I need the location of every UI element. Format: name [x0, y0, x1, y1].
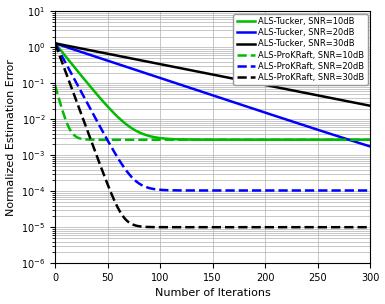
ALS-ProKRaft, SNR=10dB	[368, 138, 373, 142]
ALS-Tucker, SNR=10dB	[174, 137, 178, 141]
ALS-ProKRaft, SNR=30dB	[362, 225, 367, 229]
ALS-ProKRaft, SNR=30dB	[187, 225, 192, 229]
ALS-ProKRaft, SNR=20dB	[362, 189, 367, 192]
Line: ALS-Tucker, SNR=30dB: ALS-Tucker, SNR=30dB	[55, 43, 370, 106]
ALS-Tucker, SNR=10dB	[328, 138, 332, 142]
ALS-ProKRaft, SNR=30dB	[89, 139, 93, 142]
ALS-Tucker, SNR=30dB	[174, 65, 178, 69]
ALS-ProKRaft, SNR=10dB	[107, 138, 112, 142]
ALS-Tucker, SNR=10dB	[362, 138, 367, 142]
ALS-ProKRaft, SNR=20dB	[187, 189, 192, 192]
ALS-ProKRaft, SNR=10dB	[174, 138, 178, 142]
ALS-ProKRaft, SNR=30dB	[328, 225, 332, 229]
ALS-Tucker, SNR=20dB	[107, 60, 112, 63]
ALS-ProKRaft, SNR=10dB	[89, 138, 93, 141]
ALS-Tucker, SNR=20dB	[53, 41, 57, 45]
ALS-Tucker, SNR=20dB	[174, 81, 178, 85]
ALS-ProKRaft, SNR=20dB	[174, 188, 178, 192]
ALS-Tucker, SNR=30dB	[362, 103, 367, 106]
ALS-Tucker, SNR=10dB	[53, 41, 57, 45]
ALS-ProKRaft, SNR=10dB	[53, 83, 57, 87]
ALS-Tucker, SNR=30dB	[107, 52, 112, 56]
ALS-Tucker, SNR=30dB	[328, 96, 332, 100]
ALS-ProKRaft, SNR=30dB	[107, 188, 112, 192]
ALS-ProKRaft, SNR=30dB	[174, 225, 178, 229]
ALS-ProKRaft, SNR=10dB	[223, 138, 228, 142]
Line: ALS-ProKRaft, SNR=30dB: ALS-ProKRaft, SNR=30dB	[55, 43, 370, 227]
ALS-Tucker, SNR=20dB	[89, 54, 93, 57]
Line: ALS-Tucker, SNR=20dB: ALS-Tucker, SNR=20dB	[55, 43, 370, 147]
ALS-ProKRaft, SNR=20dB	[368, 189, 373, 192]
ALS-ProKRaft, SNR=20dB	[89, 108, 93, 112]
ALS-Tucker, SNR=10dB	[187, 138, 192, 141]
ALS-Tucker, SNR=10dB	[89, 85, 93, 89]
ALS-ProKRaft, SNR=20dB	[53, 41, 57, 45]
ALS-Tucker, SNR=20dB	[328, 132, 332, 136]
ALS-ProKRaft, SNR=10dB	[187, 138, 192, 142]
ALS-Tucker, SNR=30dB	[89, 49, 93, 52]
ALS-ProKRaft, SNR=20dB	[328, 189, 332, 192]
Legend: ALS-Tucker, SNR=10dB, ALS-Tucker, SNR=20dB, ALS-Tucker, SNR=30dB, ALS-ProKRaft, : ALS-Tucker, SNR=10dB, ALS-Tucker, SNR=20…	[233, 14, 368, 85]
ALS-ProKRaft, SNR=10dB	[328, 138, 333, 142]
ALS-ProKRaft, SNR=30dB	[335, 225, 339, 229]
ALS-ProKRaft, SNR=30dB	[368, 225, 373, 229]
ALS-ProKRaft, SNR=20dB	[107, 142, 112, 146]
ALS-Tucker, SNR=20dB	[368, 145, 373, 148]
X-axis label: Number of Iterations: Number of Iterations	[155, 288, 271, 299]
ALS-Tucker, SNR=10dB	[368, 138, 373, 142]
ALS-Tucker, SNR=10dB	[107, 107, 112, 111]
ALS-Tucker, SNR=30dB	[53, 41, 57, 45]
Line: ALS-Tucker, SNR=10dB: ALS-Tucker, SNR=10dB	[55, 43, 370, 140]
ALS-ProKRaft, SNR=10dB	[362, 138, 367, 142]
Line: ALS-ProKRaft, SNR=20dB: ALS-ProKRaft, SNR=20dB	[55, 43, 370, 191]
ALS-Tucker, SNR=20dB	[187, 86, 192, 90]
ALS-Tucker, SNR=30dB	[187, 68, 192, 72]
Line: ALS-ProKRaft, SNR=10dB: ALS-ProKRaft, SNR=10dB	[55, 85, 370, 140]
Y-axis label: Normalized Estimation Error: Normalized Estimation Error	[5, 59, 15, 216]
ALS-Tucker, SNR=20dB	[362, 143, 367, 146]
ALS-ProKRaft, SNR=30dB	[53, 41, 57, 45]
ALS-Tucker, SNR=30dB	[368, 104, 373, 108]
